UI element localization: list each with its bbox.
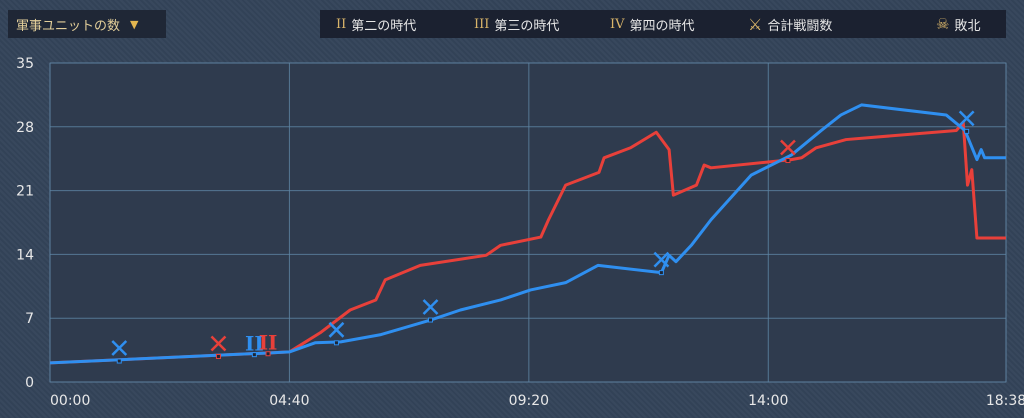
- marker-dot: [265, 351, 271, 357]
- crossed-swords-icon: [328, 321, 345, 338]
- legend-label: 第四の時代: [629, 18, 695, 34]
- marker-dot: [333, 340, 339, 346]
- crossed-swords-icon: [780, 139, 796, 156]
- x-tick-label: 00:00: [50, 393, 90, 409]
- crossed-swords-icon: ⚔: [748, 14, 763, 34]
- series-red-line: [49, 120, 1006, 365]
- legend-age-3[interactable]: III 第三の時代: [474, 15, 559, 34]
- series-blue-line: [49, 103, 1006, 365]
- y-tick-label: 14: [16, 247, 34, 263]
- legend-bar: II 第二の時代 III 第三の時代 IV 第四の時代 ⚔ 合計戦闘数 ☠ 敗北: [320, 10, 1006, 38]
- age-marker: II: [245, 332, 264, 356]
- sword: [210, 335, 227, 352]
- legend-age-4[interactable]: IV 第四の時代: [610, 15, 695, 34]
- crossed-swords-icon: [111, 340, 128, 356]
- crossed-swords-icon: [653, 251, 670, 268]
- marker-dot: [964, 128, 970, 134]
- chevron-down-icon: ▼: [130, 17, 139, 31]
- sword: [958, 110, 975, 127]
- x-tick-label: 18:38: [986, 393, 1024, 409]
- legend-battles[interactable]: ⚔ 合計戦闘数: [748, 15, 832, 34]
- x-tick-label: 09:20: [509, 393, 549, 409]
- marker-dot: [251, 352, 257, 358]
- legend-label: 合計戦闘数: [767, 18, 833, 34]
- marker-dot: [116, 358, 122, 364]
- skull-icon: ☠: [936, 15, 950, 33]
- age-marker: II: [259, 331, 278, 355]
- sword: [328, 321, 345, 338]
- age-4-icon: IV: [610, 16, 625, 32]
- marker-dot: [428, 317, 434, 323]
- sword: [422, 299, 439, 315]
- age-2-icon: II: [336, 16, 347, 32]
- legend-label: 敗北: [954, 18, 981, 34]
- sword: [780, 139, 796, 156]
- crossed-swords-icon: [422, 299, 439, 315]
- y-tick-label: 7: [25, 311, 34, 327]
- sword: [111, 340, 128, 356]
- legend-defeat[interactable]: ☠ 敗北: [936, 15, 980, 34]
- sword: [653, 251, 670, 268]
- metric-dropdown[interactable]: 軍事ユニットの数 ▼: [8, 10, 166, 38]
- y-tick-label: 0: [25, 375, 34, 391]
- marker-dot: [785, 158, 791, 164]
- y-tick-label: 21: [16, 184, 34, 200]
- x-tick-label: 14:00: [748, 393, 788, 409]
- x-tick-label: 04:40: [269, 393, 309, 409]
- marker-dot: [215, 353, 221, 359]
- crossed-swords-icon: [958, 110, 975, 127]
- age-3-icon: III: [474, 16, 490, 32]
- legend-label: 第三の時代: [494, 18, 560, 34]
- legend-age-2[interactable]: II 第二の時代: [336, 15, 416, 34]
- y-tick-label: 35: [16, 56, 34, 72]
- crossed-swords-icon: [210, 335, 227, 352]
- metric-label: 軍事ユニットの数: [16, 18, 121, 34]
- y-tick-label: 28: [16, 120, 34, 136]
- legend-label: 第二の時代: [351, 18, 417, 34]
- plot-area: [49, 62, 1007, 383]
- marker-dot: [658, 270, 664, 276]
